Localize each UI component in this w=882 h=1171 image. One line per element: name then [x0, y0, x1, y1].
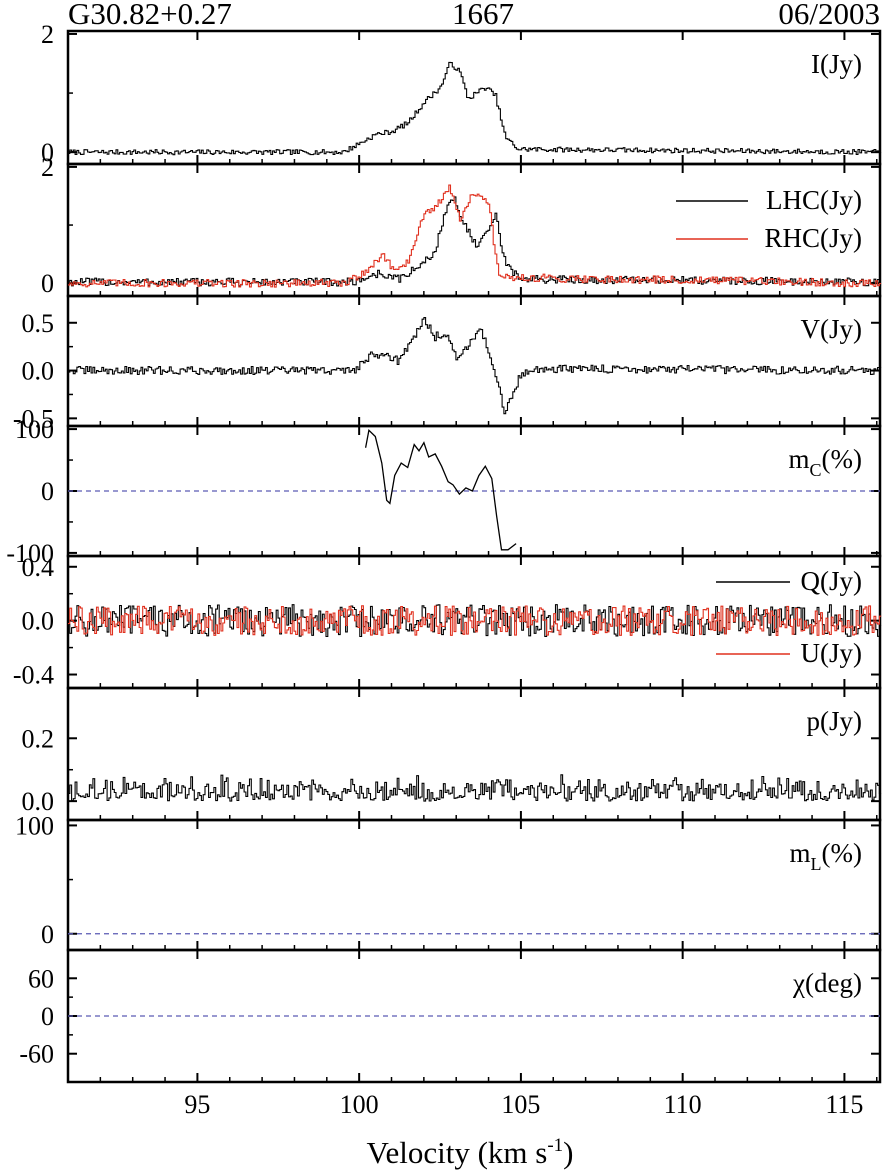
y-tick-label: 0.4	[22, 553, 55, 582]
y-tick-label: 0	[41, 269, 54, 298]
panel-label: mC(%)	[788, 444, 862, 480]
panel-label: p(Jy)	[807, 706, 863, 736]
legend-label: U(Jy)	[801, 638, 863, 668]
panel-QU: 0.4 0.0 -0.4 Q(Jy) U(Jy)	[13, 553, 882, 690]
panel-label: χ(deg)	[792, 968, 862, 998]
panel-label: V(Jy)	[801, 314, 863, 344]
y-tick-label: 0.5	[22, 309, 55, 338]
panel-chi: 60 0 -60 χ(deg)	[19, 948, 882, 1084]
epoch-label: 06/2003	[778, 0, 880, 31]
source-name: G30.82+0.27	[68, 0, 232, 31]
frequency-label: 1667	[452, 0, 514, 31]
y-tick-label: 100	[15, 811, 54, 840]
x-tick-label: 110	[664, 1090, 702, 1119]
y-tick-label: -0.5	[13, 404, 54, 433]
x-axis-label: Velocity (km s-1)	[367, 1135, 574, 1170]
panel-frame	[66, 294, 882, 428]
x-axis: 95 100 105 110 115	[184, 1090, 863, 1119]
y-tick-label: 2	[41, 20, 54, 49]
y-tick-label: 100	[15, 415, 54, 444]
series-line	[364, 428, 517, 551]
y-tick-label: 0.2	[22, 724, 55, 753]
x-tick-label: 105	[501, 1090, 540, 1119]
panel-label: mL(%)	[790, 838, 863, 874]
legend-label: Q(Jy)	[801, 566, 863, 596]
series-line	[68, 184, 882, 288]
y-tick-label: 0.0	[22, 607, 55, 636]
x-tick-label: 115	[825, 1090, 863, 1119]
y-tick-label: 60	[28, 964, 54, 993]
panel-mc: 100 0 -100 mC(%)	[6, 415, 882, 568]
panel-mL: 100 0 mL(%)	[15, 811, 882, 952]
x-tick-label: 95	[184, 1090, 210, 1119]
panel-label: I(Jy)	[811, 49, 862, 79]
panel-V: 0.5 0.0 -0.5 V(Jy)	[13, 294, 882, 433]
y-tick-label: 0.0	[22, 787, 55, 816]
x-tick-label: 100	[340, 1090, 379, 1119]
series-line	[68, 317, 882, 415]
series-line	[68, 774, 882, 802]
panel-I: 0 2 I(Jy)	[41, 20, 882, 167]
series-line	[68, 196, 882, 287]
series-line	[68, 605, 882, 636]
y-tick-label: -0.4	[13, 661, 54, 690]
panel-frame	[66, 162, 882, 298]
y-tick-label: 0	[41, 138, 54, 167]
panel-p: 0.2 0.0 p(Jy)	[22, 686, 882, 822]
y-tick-label: 0	[41, 477, 54, 506]
panel-frame	[66, 686, 882, 822]
y-tick-label: 0.0	[22, 357, 55, 386]
panel-frame	[66, 818, 882, 952]
legend-label: RHC(Jy)	[764, 223, 862, 253]
y-tick-label: 0	[41, 920, 54, 949]
legend-label: LHC(Jy)	[766, 185, 862, 215]
y-tick-label: -100	[6, 539, 54, 568]
y-tick-label: 0	[41, 1002, 54, 1031]
panel-LR: 0 2 LHC(Jy) RHC(Jy)	[41, 153, 882, 298]
series-line	[68, 61, 882, 156]
y-tick-label: -60	[19, 1040, 54, 1069]
y-tick-label: 2	[41, 153, 54, 182]
